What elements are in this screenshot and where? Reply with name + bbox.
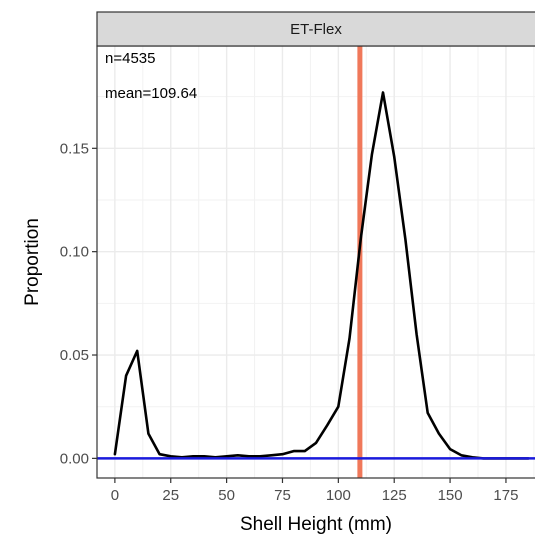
series-line bbox=[113, 91, 530, 460]
x-tick-label: 25 bbox=[162, 487, 179, 504]
grid bbox=[97, 46, 535, 478]
annotation-mean: mean=109.64 bbox=[105, 85, 197, 102]
facet-strip: ET-Flex bbox=[96, 11, 535, 47]
x-tick-label: 150 bbox=[438, 487, 463, 504]
x-tick-label: 175 bbox=[493, 487, 518, 504]
x-tick-label: 75 bbox=[274, 487, 291, 504]
x-tick-label: 0 bbox=[111, 487, 119, 504]
panel-frame bbox=[96, 45, 535, 479]
x-tick-label: 125 bbox=[382, 487, 407, 504]
axis-ticks: 0 25 50 75 100 125 150 175 0.00 0.05 0.10 0.15 bbox=[60, 140, 519, 504]
annotation-n: n=4535 bbox=[105, 50, 155, 67]
panel-title: ET-Flex bbox=[290, 21, 342, 38]
x-tick-label: 50 bbox=[218, 487, 235, 504]
panel-border bbox=[96, 45, 535, 479]
x-tick-label: 100 bbox=[326, 487, 351, 504]
y-tick-label: 0.05 bbox=[60, 347, 89, 364]
strip-background bbox=[96, 11, 535, 47]
series-layer bbox=[113, 91, 530, 460]
y-tick-label: 0.15 bbox=[60, 140, 89, 157]
x-axis-title: Shell Height (mm) bbox=[240, 514, 392, 535]
y-tick-label: 0.10 bbox=[60, 244, 89, 261]
y-axis-title: Proportion bbox=[22, 218, 43, 306]
y-tick-label: 0.00 bbox=[60, 450, 89, 467]
